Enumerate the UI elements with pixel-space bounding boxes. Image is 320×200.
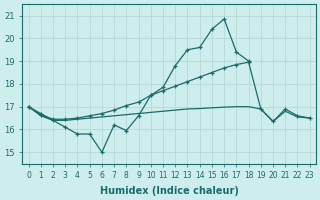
X-axis label: Humidex (Indice chaleur): Humidex (Indice chaleur): [100, 186, 239, 196]
